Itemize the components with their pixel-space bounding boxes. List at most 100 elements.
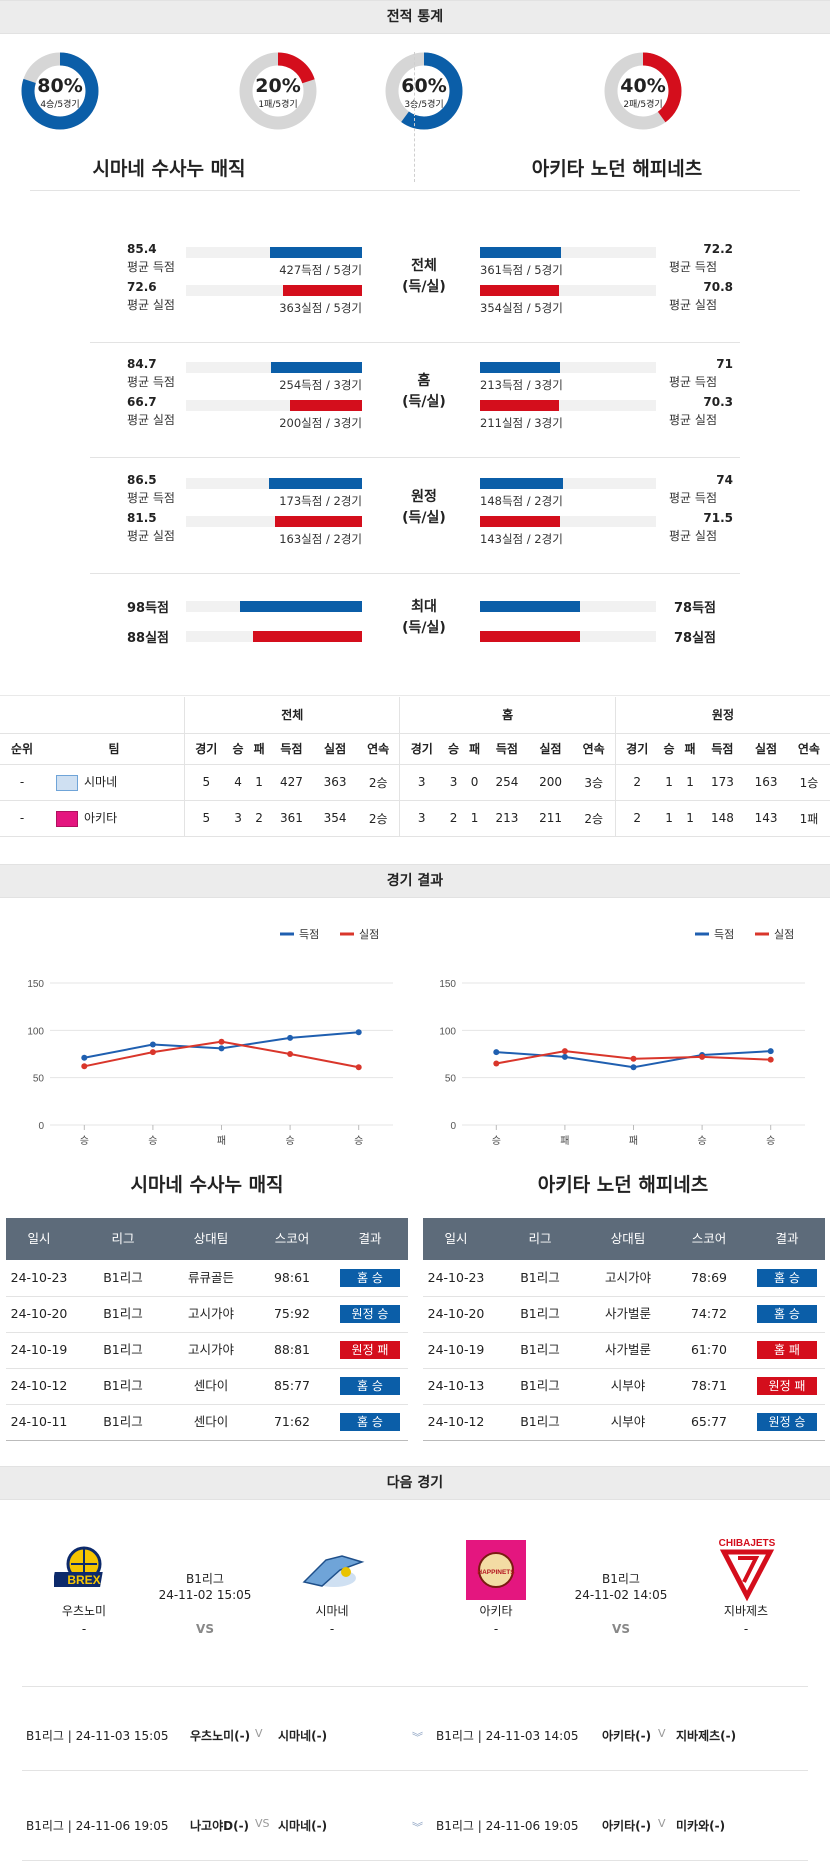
stat-value: 70.3 [703,395,733,409]
column-header: 연속 [367,742,390,756]
stat-label: 평균 득점 [127,260,175,274]
center-sublabel: (득/실) [402,279,446,295]
team-name: 시마네 [84,775,118,790]
result-score: 65:77 [690,1414,728,1429]
chibajets-logo: CHIBAJETS [712,1536,782,1602]
chevron-down-icon[interactable]: ︾ [412,1731,423,1744]
results-row: 24-10-19 B1리그 고시가야 88:81 원정 패 [6,1335,408,1365]
center-sublabel: (득/실) [402,510,446,526]
result-date: 24-10-13 [427,1378,485,1393]
table-cell: 5 [183,764,228,800]
donut-chart [239,52,317,130]
row-divider [6,1296,408,1297]
results-header: 일시 리그 상대팀 스코어 결과 [423,1218,825,1260]
akita-logo: HAPPINETS [466,1540,526,1600]
stat-label: 평균 실점 [669,529,717,543]
bar-track [480,400,656,411]
results-column-header: 결과 [775,1231,799,1246]
x-tick-label: 패 [629,1135,638,1147]
bar-text: 354실점 / 5경기 [480,301,563,315]
utsunomiya-logo: BREX [52,1542,114,1602]
column-header: 승 [663,742,675,756]
result-opponent: 센다이 [193,1378,229,1393]
y-tick-label: 50 [445,1074,457,1085]
upcoming-vs: V [658,1817,666,1830]
results-column-header: 일시 [27,1231,51,1246]
stat-value: 71.5 [703,511,733,525]
max-bar [480,631,581,642]
result-opponent: 시부야 [610,1378,646,1393]
upcoming-league-time: B1리그 | 24-11-03 14:05 [436,1729,579,1743]
bar-track [186,400,362,411]
stat-label: 평균 실점 [669,413,717,427]
group-header-total: 전체 [183,697,400,733]
result-date: 24-10-19 [427,1342,485,1357]
donut-percent: 20% [255,75,301,97]
bar-track [480,285,656,296]
result-opponent: 류큐골든 [187,1270,234,1285]
table-cell: 1패 [799,811,819,826]
bar-track [480,362,656,373]
next-right-vs: VS [612,1622,630,1636]
max-bar [252,631,362,642]
table-cell: - [19,775,25,789]
stat-value: 70.8 [703,280,733,294]
stat-label: 평균 실점 [127,529,175,543]
column-header: 득점 [711,742,734,756]
bar-text: 143실점 / 2경기 [480,532,563,546]
standings-table: 전체 홈 원정 순위 팀 경기 승 패 득점 실점 연속 경기 승 패 득점 실점 연속 경기 승 패 득점 실점 연… [0,697,830,837]
stat-label: 평균 득점 [127,491,175,505]
upcoming-league-time: B1리그 | 24-11-06 19:05 [26,1819,169,1833]
data-point [218,1045,225,1052]
upcoming-team: 아키타(-) [602,1819,652,1833]
stat-value: 85.4 [127,242,157,256]
data-point [630,1064,637,1071]
next-left-away: 시마네 [315,1604,349,1618]
group-header-away: 원정 [614,697,830,733]
next-right-home: 아키타 [479,1604,513,1618]
bar-text: 363실점 / 5경기 [279,301,362,315]
column-header: 실점 [324,742,347,756]
stat-value: 84.7 [127,357,157,371]
donut-fill [604,52,682,130]
max-value: 88실점 [127,631,170,646]
chevron-down-icon[interactable]: ︾ [412,1821,423,1834]
group-header-home: 홈 [399,697,616,733]
y-tick-label: 150 [27,979,44,990]
column-header: 경기 [399,733,444,764]
table-cell: 1 [665,811,673,825]
next-right-away: 지바제츠 [723,1604,769,1618]
table-cell: 2승 [368,811,388,826]
table-cell: - [19,811,25,825]
stat-label: 평균 실점 [127,413,175,427]
result-date: 24-10-11 [10,1414,68,1429]
x-tick-label: 승 [148,1135,157,1147]
divider [0,695,830,696]
result-score: 71:62 [273,1414,311,1429]
table-cell: 2 [614,800,659,836]
column-header: 패 [684,742,696,756]
data-point [218,1038,225,1045]
data-point [287,1051,294,1057]
results-row: 24-10-12 B1리그 센다이 85:77 홈 승 [6,1371,408,1401]
legend-label: 득점 [714,928,734,941]
stat-value: 71 [716,357,733,371]
results-row: 24-10-13 B1리그 시부야 78:71 원정 패 [423,1371,825,1401]
stat-value: 86.5 [127,473,157,487]
row-divider [6,1404,408,1405]
donut-percent: 80% [37,75,83,97]
bar-track [186,516,362,527]
result-score: 78:69 [690,1270,728,1285]
stat-label: 평균 실점 [127,298,175,312]
center-label: 전체 [411,258,437,274]
divider [90,342,740,343]
data-point [81,1054,88,1061]
result-badge: 원정 패 [340,1341,400,1359]
team-logo-icon [56,774,78,791]
data-point [699,1053,706,1060]
upcoming-vs: VS [255,1817,270,1830]
upcoming-league-time: B1리그 | 24-11-03 15:05 [26,1729,169,1743]
result-opponent: 고시가야 [187,1306,234,1321]
stat-bar [271,362,362,373]
result-score: 98:61 [273,1270,311,1285]
